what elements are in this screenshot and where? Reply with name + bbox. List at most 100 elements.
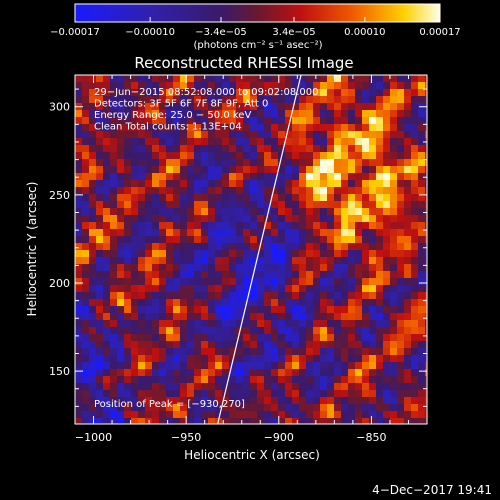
heatmap-cell xyxy=(96,257,103,264)
heatmap-cell xyxy=(75,355,82,362)
heatmap-cell xyxy=(180,320,187,327)
heatmap-cell xyxy=(82,285,89,292)
heatmap-cell xyxy=(348,75,355,82)
heatmap-cell xyxy=(292,117,299,124)
heatmap-cell xyxy=(215,75,222,82)
heatmap-cell xyxy=(89,110,96,117)
heatmap-cell xyxy=(173,117,180,124)
heatmap-cell xyxy=(264,131,271,138)
heatmap-cell xyxy=(236,313,243,320)
heatmap-cell xyxy=(229,166,236,173)
heatmap-cell xyxy=(264,82,271,89)
heatmap-cell xyxy=(138,418,145,424)
heatmap-cell xyxy=(236,334,243,341)
heatmap-cell xyxy=(320,187,327,194)
heatmap-cell xyxy=(285,264,292,271)
heatmap-cell xyxy=(82,257,89,264)
heatmap-cell xyxy=(397,334,404,341)
heatmap-cell xyxy=(404,411,411,418)
heatmap-cell xyxy=(82,152,89,159)
heatmap-cell xyxy=(180,404,187,411)
heatmap-cell xyxy=(306,145,313,152)
heatmap-cell xyxy=(201,271,208,278)
heatmap-cell xyxy=(341,236,348,243)
heatmap-cell xyxy=(208,201,215,208)
heatmap-cell xyxy=(341,250,348,257)
heatmap-cell xyxy=(215,327,222,334)
heatmap-cell xyxy=(208,299,215,306)
heatmap-cell xyxy=(215,257,222,264)
heatmap-cell xyxy=(201,222,208,229)
heatmap-cell xyxy=(271,201,278,208)
heatmap-cell xyxy=(124,103,131,110)
heatmap-cell xyxy=(341,229,348,236)
x-tick-label: −900 xyxy=(264,431,294,444)
heatmap-cell xyxy=(75,187,82,194)
heatmap-cell xyxy=(390,152,397,159)
heatmap-cell xyxy=(313,369,320,376)
heatmap-cell xyxy=(82,89,89,96)
heatmap-cell xyxy=(376,390,383,397)
heatmap-cell xyxy=(278,96,285,103)
heatmap-cell xyxy=(82,411,89,418)
heatmap-cell xyxy=(89,397,96,404)
heatmap-cell xyxy=(362,383,369,390)
heatmap-cell xyxy=(341,320,348,327)
heatmap-cell xyxy=(278,271,285,278)
heatmap-cell xyxy=(292,271,299,278)
heatmap-cell xyxy=(110,348,117,355)
heatmap-cell xyxy=(376,236,383,243)
heatmap-cell xyxy=(96,404,103,411)
heatmap-cell xyxy=(404,166,411,173)
heatmap-cell xyxy=(369,376,376,383)
heatmap-cell xyxy=(131,257,138,264)
heatmap-cell xyxy=(278,222,285,229)
heatmap-cell xyxy=(313,271,320,278)
heatmap-cell xyxy=(404,117,411,124)
heatmap-cell xyxy=(194,166,201,173)
heatmap-cell xyxy=(145,243,152,250)
heatmap-cell xyxy=(173,327,180,334)
heatmap-cell xyxy=(355,397,362,404)
heatmap-cell xyxy=(285,348,292,355)
heatmap-cell xyxy=(390,306,397,313)
heatmap-cell xyxy=(103,145,110,152)
heatmap-cell xyxy=(425,383,427,390)
heatmap-cell xyxy=(320,404,327,411)
heatmap-cell xyxy=(215,201,222,208)
heatmap-cell xyxy=(257,250,264,257)
heatmap-cell xyxy=(166,82,173,89)
heatmap-cell xyxy=(271,411,278,418)
heatmap-cell xyxy=(411,411,418,418)
heatmap-cell xyxy=(152,390,159,397)
heatmap-cell xyxy=(313,166,320,173)
heatmap-cell xyxy=(187,418,194,424)
heatmap-cell xyxy=(355,124,362,131)
heatmap-cell xyxy=(264,355,271,362)
heatmap-cell xyxy=(131,404,138,411)
heatmap-cell xyxy=(285,292,292,299)
peak-position-label: Position of Peak = [−930,270] xyxy=(94,399,245,410)
heatmap-cell xyxy=(369,82,376,89)
heatmap-cell xyxy=(124,243,131,250)
heatmap-cell xyxy=(418,243,425,250)
heatmap-cell xyxy=(264,411,271,418)
heatmap-cell xyxy=(306,103,313,110)
heatmap-cell xyxy=(194,222,201,229)
heatmap-cell xyxy=(103,313,110,320)
heatmap-cell xyxy=(222,187,229,194)
heatmap-cell xyxy=(292,110,299,117)
heatmap-cell xyxy=(418,208,425,215)
heatmap-cell xyxy=(187,236,194,243)
heatmap-cell xyxy=(383,124,390,131)
heatmap-cell xyxy=(222,145,229,152)
heatmap-cell xyxy=(145,334,152,341)
heatmap-cell xyxy=(425,306,427,313)
heatmap-cell xyxy=(264,299,271,306)
heatmap-cell xyxy=(278,306,285,313)
heatmap-cell xyxy=(404,257,411,264)
heatmap-cell xyxy=(159,313,166,320)
heatmap-cell xyxy=(257,208,264,215)
heatmap-cell xyxy=(390,194,397,201)
heatmap-cell xyxy=(299,222,306,229)
